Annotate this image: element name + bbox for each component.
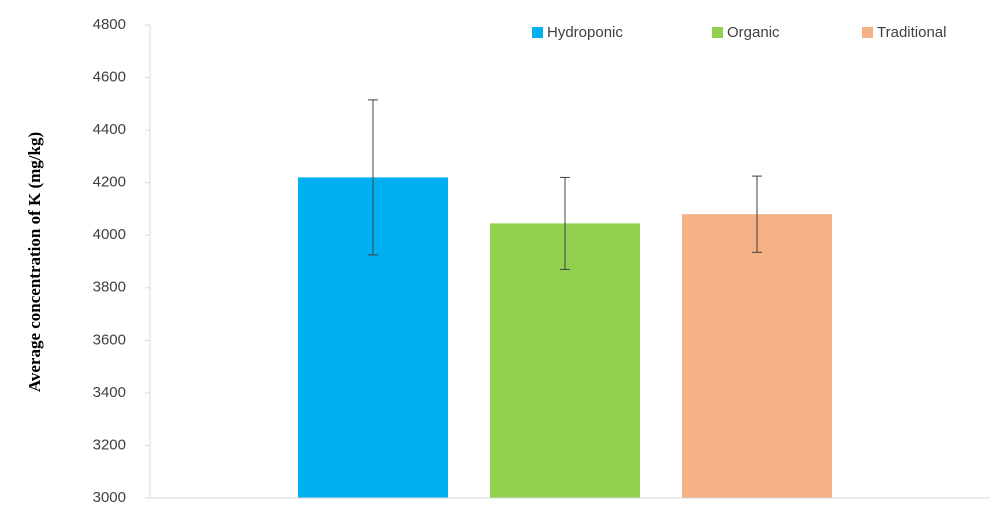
y-tick-label: 3200 bbox=[93, 436, 126, 453]
y-tick-label: 3800 bbox=[93, 279, 126, 296]
y-tick-label: 3600 bbox=[93, 331, 126, 348]
legend-swatch bbox=[532, 27, 543, 38]
y-tick-label: 4400 bbox=[93, 121, 126, 138]
legend-swatch bbox=[712, 27, 723, 38]
error-bar bbox=[560, 176, 570, 270]
y-tick-label: 4800 bbox=[93, 16, 126, 33]
y-tick-label: 3400 bbox=[93, 384, 126, 401]
legend-label: Hydroponic bbox=[547, 24, 623, 41]
legend-label: Traditional bbox=[877, 24, 946, 41]
error-bar bbox=[752, 175, 762, 253]
y-tick-label: 3000 bbox=[93, 489, 126, 506]
y-tick-label: 4600 bbox=[93, 69, 126, 86]
y-axis-label: Average concentration of K (mg/kg) bbox=[25, 132, 44, 392]
legend-swatch bbox=[862, 27, 873, 38]
y-tick-label: 4200 bbox=[93, 174, 126, 191]
bar bbox=[682, 214, 832, 498]
error-bar bbox=[368, 99, 378, 256]
legend-label: Organic bbox=[727, 24, 780, 41]
y-tick-label: 4000 bbox=[93, 226, 126, 243]
